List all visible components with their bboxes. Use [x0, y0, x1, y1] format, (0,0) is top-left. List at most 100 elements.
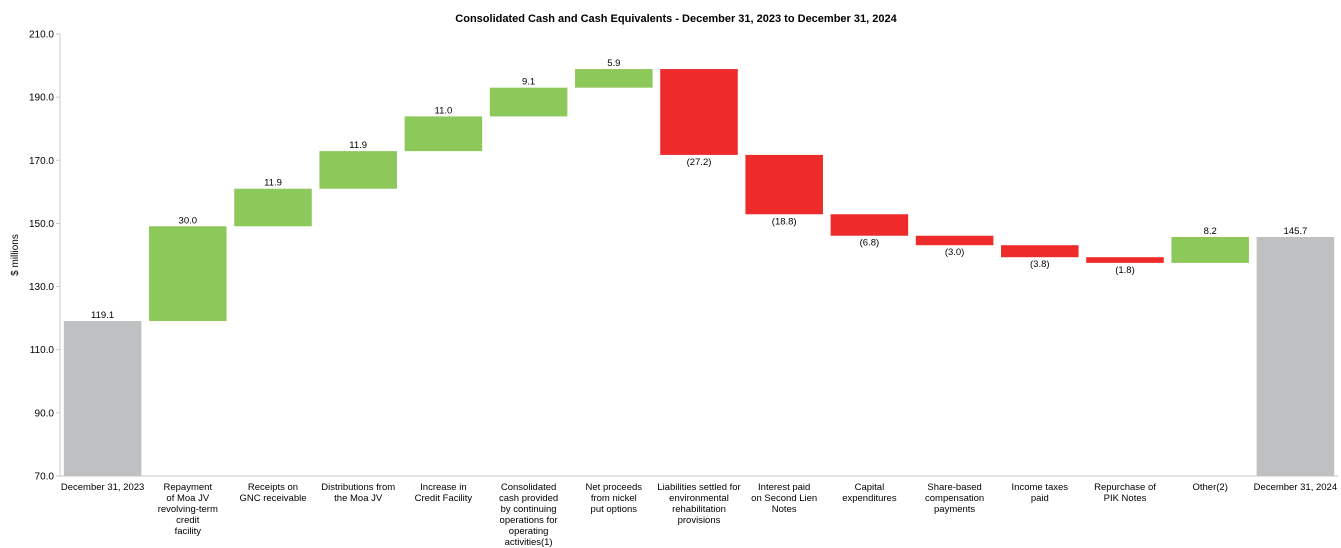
category-label: Income taxes paid [1012, 482, 1069, 504]
bar-increase [404, 116, 483, 152]
axes: 70.0 90.0 110.0 130.0 150.0 170.0 190.0 210.0 [29, 30, 1338, 483]
category-label: December 31, 2024 [1254, 482, 1337, 493]
bar-decrease [660, 69, 738, 155]
category-label: Liabilities settled for environmental reha… [657, 482, 740, 526]
y-tick-label: 170.0 [29, 156, 54, 167]
category-labels-group: December 31, 2023 Repayment of Moa JV revol… [61, 482, 1337, 548]
bar-decrease [1086, 257, 1164, 263]
category-label-line: Credit Facility [415, 493, 473, 504]
bar-increase [575, 69, 653, 88]
bar-value-label: (27.2) [687, 157, 712, 168]
category-label: Distributions from the Moa JV [321, 482, 395, 504]
category-label: Consolidated cash provided by continuing op… [499, 482, 558, 548]
category-label-line: Repayment [164, 482, 213, 493]
bar-value-label: (1.8) [1115, 265, 1135, 276]
category-label-line: from nickel [591, 493, 637, 504]
category-label-line: revolving-term [158, 504, 218, 515]
category-label-line: Other(2) [1193, 482, 1228, 493]
bar-increase [234, 188, 312, 227]
category-label: Interest paid on Second Lien Notes [751, 482, 817, 515]
bar-value-label: (6.8) [860, 238, 880, 249]
bar-value-label: (3.0) [945, 247, 965, 258]
category-label-line: of Moa JV [166, 493, 209, 504]
bar-value-label: 8.2 [1204, 226, 1217, 237]
category-label: Other(2) [1193, 482, 1228, 493]
bar-decrease [1001, 245, 1079, 258]
category-label-line: put options [591, 504, 638, 515]
category-label-line: the Moa JV [334, 493, 383, 504]
category-label: Capital expenditures [842, 482, 897, 504]
bar-value-label: 11.0 [435, 105, 453, 116]
category-label-line: Increase in [420, 482, 466, 493]
bar-value-label: 9.1 [522, 77, 535, 88]
category-label-line: cash provided [499, 493, 558, 504]
category-label-line: operations for [500, 515, 558, 526]
category-label: Increase in Credit Facility [415, 482, 473, 504]
category-label: Repayment of Moa JV revolving-term credit fa… [158, 482, 218, 537]
bar-increase [149, 226, 227, 321]
category-label: December 31, 2023 [61, 482, 144, 493]
bar-value-label: 119.1 [91, 310, 114, 321]
category-label-line: December 31, 2024 [1254, 482, 1337, 493]
bar-value-label: (3.8) [1030, 259, 1050, 270]
bar-value-label: 145.7 [1284, 226, 1308, 237]
bar-increase [489, 87, 568, 117]
category-label-line: by continuing [501, 504, 557, 515]
category-label-line: Consolidated [501, 482, 556, 493]
chart-title: Consolidated Cash and Cash Equivalents -… [455, 13, 897, 25]
category-label-line: payments [934, 504, 975, 515]
category-label: Repurchase of PIK Notes [1094, 482, 1156, 504]
category-label-line: compensation [925, 493, 984, 504]
category-label-line: provisions [678, 515, 721, 526]
category-label-line: Repurchase of [1094, 482, 1156, 493]
category-label-line: Share-based [927, 482, 981, 493]
bar-decrease [915, 235, 994, 246]
category-label: Net proceeds from nickel put options [586, 482, 643, 515]
bar-total [63, 320, 142, 476]
category-label-line: facility [175, 526, 202, 537]
category-label-line: Net proceeds [586, 482, 643, 493]
bars-group [63, 69, 1335, 476]
y-tick-label: 90.0 [35, 408, 55, 419]
category-label-line: on Second Lien [751, 493, 817, 504]
y-tick-label: 130.0 [29, 282, 54, 293]
bar-decrease [745, 154, 823, 215]
bar-value-label: 30.0 [179, 215, 198, 226]
bar-decrease [830, 214, 909, 236]
y-tick-label: 110.0 [30, 345, 55, 356]
category-label-line: Distributions from [321, 482, 395, 493]
bar-increase [319, 151, 397, 189]
category-label-line: Receipts on [248, 482, 298, 493]
category-label-line: Liabilities settled for [657, 482, 740, 493]
bar-total [1256, 237, 1335, 476]
category-label: Share-based compensation payments [925, 482, 984, 515]
category-label-line: rehabilitation [672, 504, 726, 515]
category-label-line: activities(1) [505, 537, 553, 548]
bar-value-label: 5.9 [607, 58, 620, 69]
category-label-line: expenditures [842, 493, 897, 504]
category-label-line: Capital [855, 482, 885, 493]
category-label-line: Income taxes [1012, 482, 1069, 493]
category-label-line: Notes [772, 504, 797, 515]
bar-value-label: (18.8) [772, 216, 797, 227]
category-label-line: credit [176, 515, 200, 526]
category-label-line: Interest paid [758, 482, 810, 493]
category-label-line: GNC receivable [239, 493, 306, 504]
category-label-line: operating [509, 526, 549, 537]
bar-value-label: 11.9 [349, 140, 367, 151]
category-label-line: December 31, 2023 [61, 482, 144, 493]
category-label-line: paid [1031, 493, 1049, 504]
y-tick-label: 150.0 [29, 219, 54, 230]
y-tick-label: 210.0 [29, 30, 54, 41]
category-label-line: environmental [669, 493, 729, 504]
bar-increase [1171, 237, 1249, 263]
category-label: Receipts on GNC receivable [239, 482, 306, 504]
value-labels-group: 119.1 30.0 11.9 11.9 11.0 9.1 5.9 (27.2) (18.8) (… [91, 58, 1307, 321]
category-label-line: PIK Notes [1104, 493, 1147, 504]
y-tick-label: 190.0 [29, 93, 54, 104]
y-axis-label: $ millions [10, 234, 21, 276]
bar-value-label: 11.9 [264, 178, 282, 189]
y-tick-label: 70.0 [35, 472, 55, 483]
